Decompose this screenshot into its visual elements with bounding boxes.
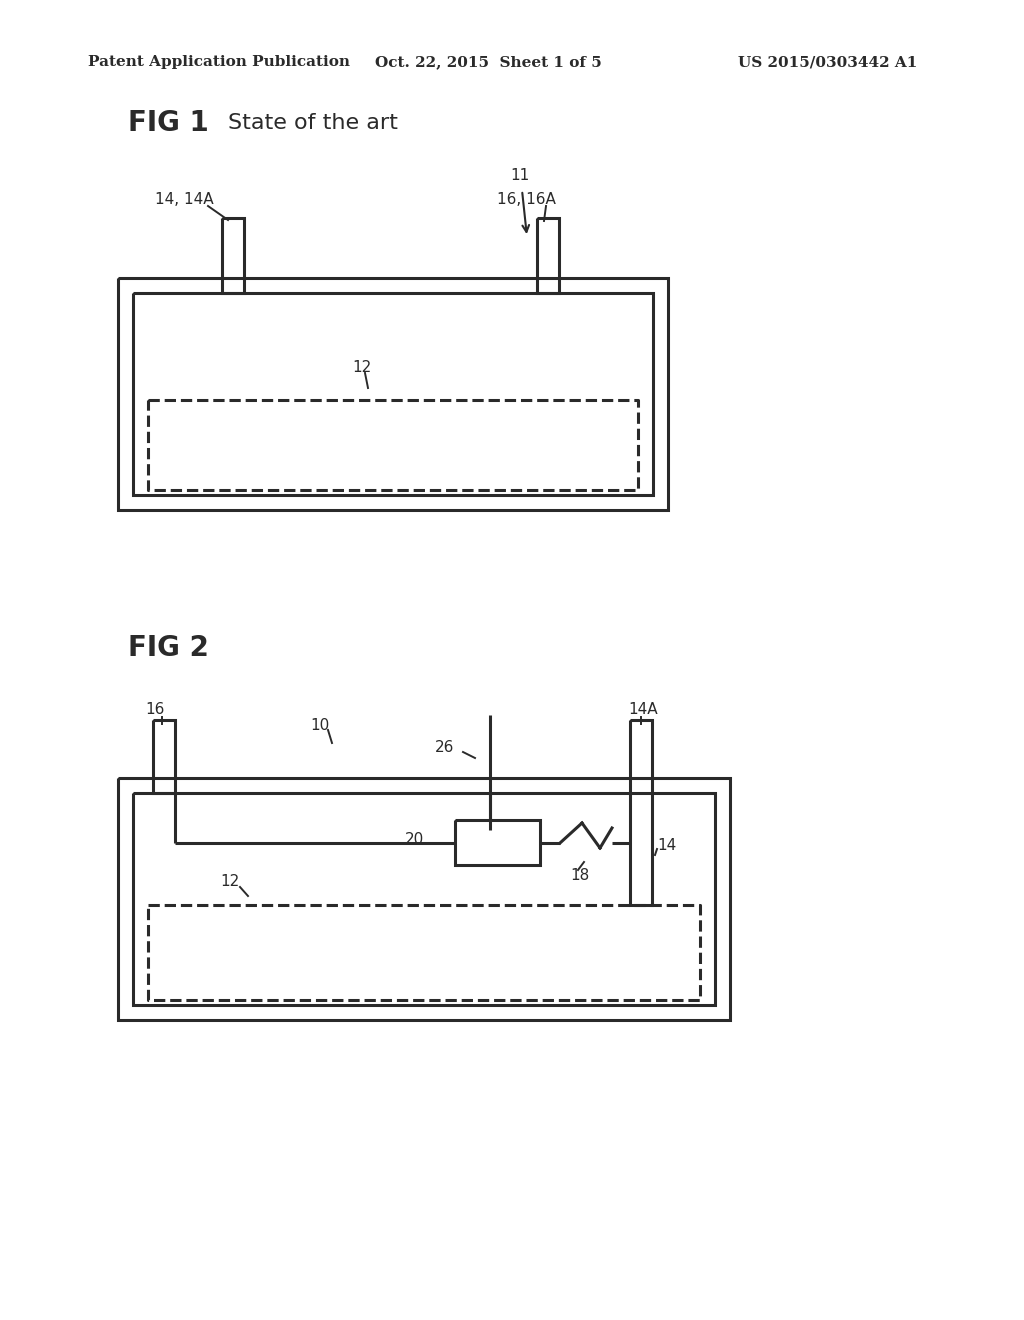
Text: State of the art: State of the art xyxy=(228,114,398,133)
Text: 16: 16 xyxy=(145,702,165,718)
Text: 26: 26 xyxy=(435,741,455,755)
Text: 18: 18 xyxy=(570,867,589,883)
Text: 20: 20 xyxy=(406,833,424,847)
Text: US 2015/0303442 A1: US 2015/0303442 A1 xyxy=(738,55,918,69)
Text: Oct. 22, 2015  Sheet 1 of 5: Oct. 22, 2015 Sheet 1 of 5 xyxy=(375,55,602,69)
Text: Patent Application Publication: Patent Application Publication xyxy=(88,55,350,69)
Text: 11: 11 xyxy=(510,168,529,182)
Text: 14A: 14A xyxy=(628,702,657,718)
Text: FIG 2: FIG 2 xyxy=(128,634,209,663)
Text: 14, 14A: 14, 14A xyxy=(155,193,214,207)
Text: 16, 16A: 16, 16A xyxy=(497,193,556,207)
Text: 12: 12 xyxy=(352,359,372,375)
Text: 12: 12 xyxy=(220,874,240,890)
Text: 10: 10 xyxy=(310,718,330,733)
Text: FIG 1: FIG 1 xyxy=(128,110,209,137)
Text: 14: 14 xyxy=(657,837,676,853)
